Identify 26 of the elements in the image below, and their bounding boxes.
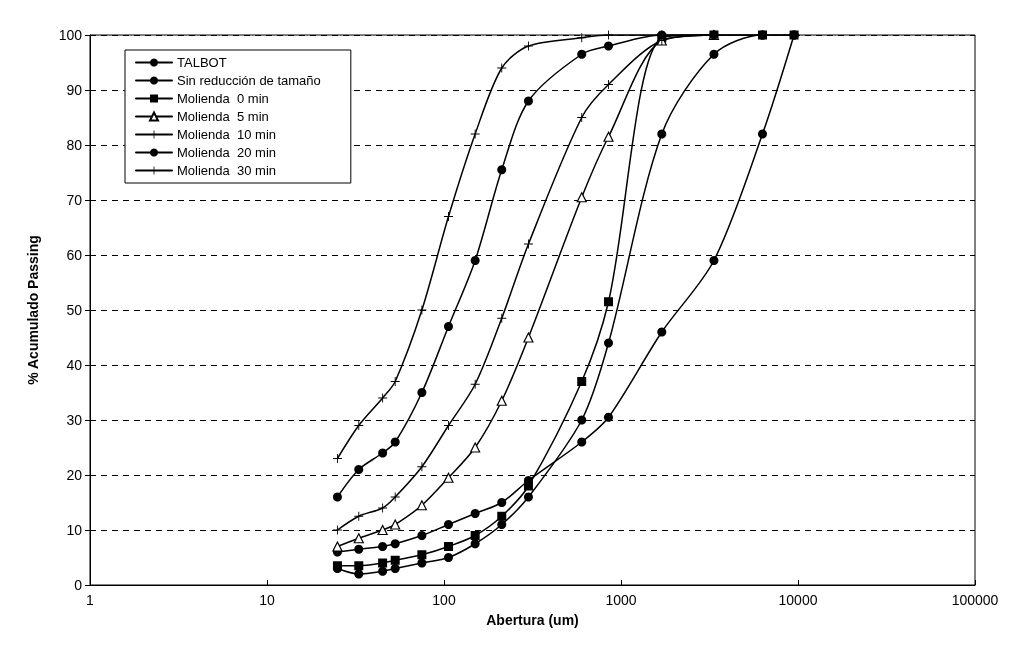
x-tick-label: 10000	[778, 592, 818, 608]
y-tick-label: 60	[66, 247, 83, 263]
legend-label: Molienda 20 min	[177, 145, 276, 160]
y-tick-label: 40	[66, 357, 83, 373]
y-tick-label: 100	[58, 27, 83, 43]
legend-label: Sin reducción de tamaño	[177, 73, 321, 88]
x-tick-label: 100000	[951, 592, 999, 608]
legend-label: Molienda 5 min	[177, 109, 269, 124]
x-tick-label: 1000	[605, 592, 637, 608]
y-axis-title: % Acumulado Passing	[25, 235, 41, 385]
y-tick-label: 90	[66, 82, 83, 98]
x-tick-label: 100	[432, 592, 456, 608]
legend-label: TALBOT	[177, 55, 227, 70]
y-tick-label: 10	[66, 522, 83, 538]
y-tick-label: 30	[66, 412, 83, 428]
y-tick-label: 70	[66, 192, 83, 208]
legend-label: Molienda 30 min	[177, 163, 276, 178]
y-tick-label: 20	[66, 467, 83, 483]
legend-label: Molienda 10 min	[177, 127, 276, 142]
legend-label: Molienda 0 min	[177, 91, 269, 106]
x-tick-label: 1	[86, 592, 95, 608]
y-tick-label: 80	[66, 137, 83, 153]
y-tick-label: 50	[66, 302, 83, 318]
y-tick-label: 0	[74, 577, 83, 593]
x-axis-title: Abertura (um)	[486, 612, 579, 628]
x-tick-label: 10	[259, 592, 275, 608]
